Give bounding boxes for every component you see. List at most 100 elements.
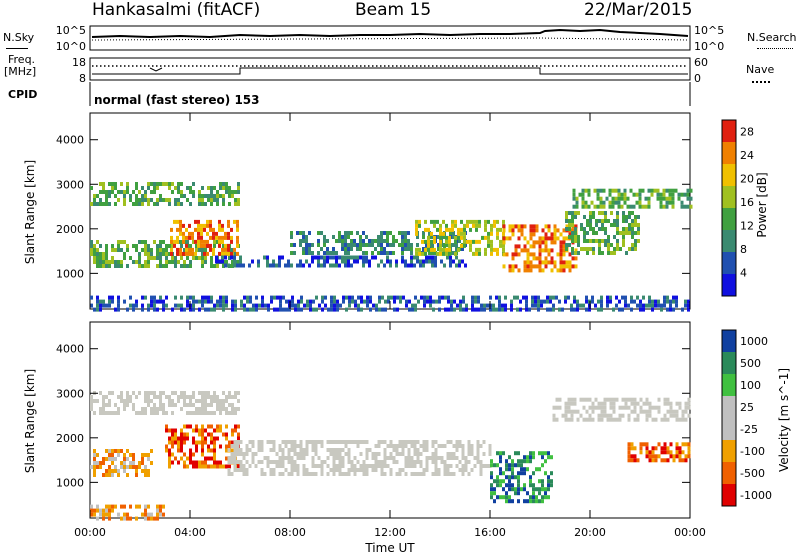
power-cell: [333, 303, 336, 308]
velocity-cell: [183, 424, 186, 429]
power-cell: [631, 231, 634, 235]
power-cell: [587, 188, 591, 193]
power-cell: [159, 248, 162, 252]
power-cell: [216, 264, 219, 268]
velocity-cell: [290, 460, 294, 464]
power-cell: [147, 186, 150, 190]
power-cell: [525, 295, 528, 300]
velocity-cell: [606, 397, 610, 402]
velocity-cell: [416, 456, 420, 460]
power-cell: [438, 295, 441, 300]
power-cell: [215, 259, 218, 264]
power-cell: [341, 259, 344, 264]
power-cell: [204, 307, 207, 312]
velocity-cell: [508, 499, 511, 504]
power-cell: [290, 231, 293, 235]
velocity-cell: [230, 460, 234, 464]
velocity-cell: [648, 409, 652, 414]
velocity-cell: [538, 487, 541, 492]
nsearch-label: N.Search: [747, 31, 797, 44]
power-cell: [108, 299, 111, 304]
power-cell: [138, 190, 141, 194]
velocity-cell: [511, 499, 514, 504]
power-cell: [191, 231, 194, 236]
power-cell: [366, 299, 369, 304]
power-cell: [372, 303, 375, 308]
power-cell: [544, 236, 548, 241]
power-cell: [299, 259, 302, 264]
velocity-cell: [648, 454, 652, 459]
velocity-cell: [386, 456, 390, 460]
velocity-cell: [422, 440, 426, 444]
velocity-cell: [159, 504, 162, 509]
velocity-cell: [615, 397, 619, 402]
power-cell: [606, 295, 609, 300]
velocity-cell: [558, 397, 562, 402]
power-cell: [339, 303, 342, 308]
power-cell: [487, 219, 490, 224]
power-cell: [249, 295, 252, 300]
velocity-cell: [195, 399, 198, 403]
power-cell: [198, 198, 201, 202]
power-cell: [638, 196, 642, 201]
velocity-cell: [144, 469, 147, 473]
velocity-cell: [458, 440, 462, 444]
power-cell: [592, 239, 595, 243]
velocity-cell: [207, 432, 210, 437]
velocity-cell: [231, 407, 234, 411]
velocity-cell: [609, 397, 613, 402]
power-cell: [278, 259, 281, 264]
velocity-cell: [290, 444, 294, 448]
power-cell: [443, 235, 446, 239]
velocity-cell: [207, 395, 210, 399]
power-cell: [159, 182, 162, 186]
velocity-cell: [621, 413, 625, 418]
velocity-cell: [603, 413, 607, 418]
power-cell: [565, 236, 569, 241]
power-cell: [448, 239, 451, 244]
power-cell: [377, 239, 380, 243]
velocity-cell: [114, 449, 117, 453]
velocity-cell: [476, 444, 480, 448]
power-cell: [415, 231, 418, 236]
velocity-cell: [425, 464, 429, 468]
power-cell: [96, 303, 99, 308]
power-cell: [222, 295, 225, 300]
velocity-cell: [239, 460, 243, 464]
velocity-cell: [231, 432, 234, 437]
power-cell: [651, 307, 654, 312]
velocity-cell: [236, 440, 240, 444]
power-cell: [216, 240, 219, 244]
velocity-cell: [630, 442, 634, 447]
power-cell: [460, 243, 463, 248]
velocity-cell: [502, 451, 505, 456]
velocity-cell: [102, 461, 105, 465]
velocity-cell: [482, 440, 486, 444]
velocity-cell: [117, 407, 120, 411]
power-cell: [422, 247, 425, 251]
power-cell: [381, 307, 384, 312]
velocity-cell: [365, 464, 369, 468]
velocity-cell: [395, 460, 399, 464]
power-cell: [177, 303, 180, 308]
velocity-cell: [467, 452, 471, 456]
velocity-cell: [425, 444, 429, 448]
velocity-cell: [332, 456, 336, 460]
velocity-cell: [290, 468, 294, 472]
power-cell: [96, 264, 99, 268]
power-cell: [576, 307, 579, 312]
velocity-cell: [431, 456, 435, 460]
velocity-cell: [383, 440, 387, 444]
power-cell: [323, 243, 326, 247]
power-cell: [663, 303, 666, 308]
velocity-cell: [108, 473, 111, 477]
velocity-cell: [332, 460, 336, 464]
power-cell: [626, 204, 630, 209]
power-cell: [427, 247, 430, 252]
velocity-cell: [195, 448, 198, 453]
power-cell: [348, 303, 351, 308]
velocity-cell: [371, 452, 375, 456]
power-cell: [182, 235, 185, 240]
power-cell: [454, 235, 457, 240]
power-cell: [153, 299, 156, 304]
